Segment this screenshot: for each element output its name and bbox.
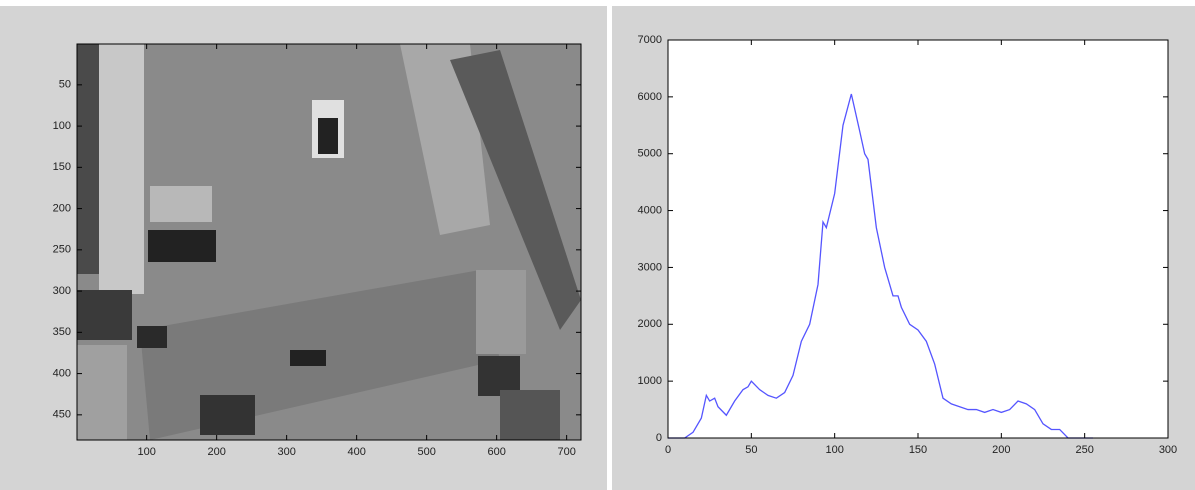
y-tick-label: 5000 bbox=[638, 148, 662, 160]
image-region bbox=[77, 44, 99, 274]
image-region bbox=[99, 44, 144, 294]
y-tick-label: 3000 bbox=[638, 261, 662, 273]
y-tick-label: 150 bbox=[53, 161, 71, 173]
y-tick-label: 250 bbox=[53, 244, 71, 256]
y-tick-label: 6000 bbox=[638, 91, 662, 103]
image-region bbox=[500, 390, 560, 440]
image-region bbox=[290, 350, 326, 366]
image-region bbox=[148, 230, 216, 262]
x-tick-label: 50 bbox=[745, 444, 757, 456]
image-region bbox=[137, 326, 167, 348]
image-region bbox=[150, 186, 212, 222]
x-tick-label: 600 bbox=[487, 446, 505, 458]
y-tick-label: 300 bbox=[53, 285, 71, 297]
x-tick-label: 100 bbox=[825, 444, 843, 456]
x-tick-label: 150 bbox=[909, 444, 927, 456]
x-tick-label: 300 bbox=[1159, 444, 1177, 456]
x-tick-label: 500 bbox=[417, 446, 435, 458]
x-tick-label: 0 bbox=[665, 444, 671, 456]
aerial-image bbox=[77, 44, 581, 440]
image-region bbox=[77, 345, 127, 440]
axes-box bbox=[76, 43, 582, 441]
image-region bbox=[77, 290, 132, 340]
y-tick-label: 4000 bbox=[638, 204, 662, 216]
y-tick-label: 100 bbox=[53, 120, 71, 132]
y-tick-label: 0 bbox=[656, 432, 662, 444]
image-region bbox=[318, 118, 338, 154]
x-tick-label: 200 bbox=[207, 446, 225, 458]
x-tick-label: 400 bbox=[347, 446, 365, 458]
x-tick-label: 700 bbox=[557, 446, 575, 458]
x-tick-label: 250 bbox=[1075, 444, 1093, 456]
y-tick-label: 7000 bbox=[638, 34, 662, 46]
y-tick-label: 2000 bbox=[638, 318, 662, 330]
image-region bbox=[450, 50, 581, 330]
y-tick-label: 350 bbox=[53, 326, 71, 338]
image-region bbox=[478, 356, 520, 396]
y-tick-label: 450 bbox=[53, 409, 71, 421]
x-tick-label: 100 bbox=[137, 446, 155, 458]
y-tick-label: 50 bbox=[59, 79, 71, 91]
x-tick-label: 200 bbox=[992, 444, 1010, 456]
histogram-line bbox=[668, 93, 1093, 439]
x-tick-label: 300 bbox=[277, 446, 295, 458]
y-tick-label: 200 bbox=[53, 202, 71, 214]
image-region bbox=[200, 395, 255, 435]
image-region bbox=[476, 270, 526, 354]
y-tick-label: 1000 bbox=[638, 375, 662, 387]
plot-area bbox=[668, 40, 1168, 438]
y-tick-label: 400 bbox=[53, 367, 71, 379]
